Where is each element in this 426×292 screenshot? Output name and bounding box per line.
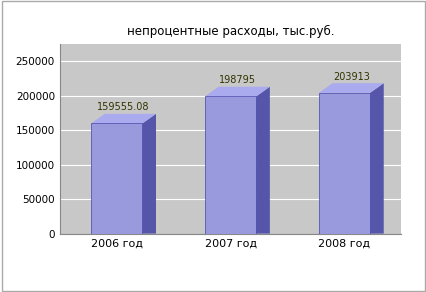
Polygon shape <box>256 87 269 234</box>
Polygon shape <box>204 87 269 96</box>
Polygon shape <box>91 114 155 124</box>
Bar <box>318 93 369 234</box>
Text: 203913: 203913 <box>332 72 369 82</box>
Polygon shape <box>318 83 383 93</box>
Polygon shape <box>142 114 155 234</box>
Bar <box>91 124 142 234</box>
Bar <box>204 96 256 234</box>
Text: 198795: 198795 <box>219 75 255 85</box>
Polygon shape <box>369 83 383 234</box>
Text: 159555.08: 159555.08 <box>97 102 150 112</box>
Title: непроцентные расходы, тыс.руб.: непроцентные расходы, тыс.руб. <box>127 25 334 39</box>
